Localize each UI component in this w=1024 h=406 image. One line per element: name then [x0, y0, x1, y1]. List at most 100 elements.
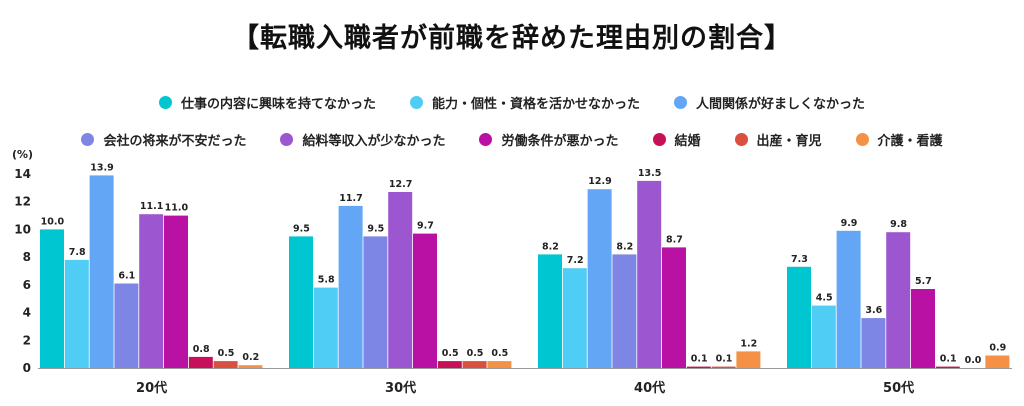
bar	[985, 355, 1010, 368]
bar-value-label: 0.1	[691, 354, 708, 365]
legend-label: 能力・個性・資格を活かせなかった	[431, 97, 640, 112]
bar-value-label: 7.2	[567, 255, 584, 266]
bar	[238, 365, 263, 368]
y-tick-label: 2	[23, 333, 31, 347]
bar-value-label: 0.1	[940, 354, 957, 365]
bar	[164, 215, 188, 368]
bar	[462, 361, 487, 368]
bar	[787, 266, 811, 368]
bar-value-label: 9.9	[841, 218, 858, 229]
bar	[213, 361, 238, 368]
legend-swatch	[652, 133, 666, 146]
bar-value-label: 9.8	[890, 219, 907, 230]
bar	[40, 229, 64, 368]
legend-item: 能力・個性・資格を活かせなかった	[409, 93, 640, 112]
bar-value-label: 10.0	[41, 216, 65, 227]
bar-value-label: 5.8	[318, 275, 335, 286]
bar-value-label: 3.6	[865, 305, 882, 316]
y-tick-label: 10	[14, 222, 31, 236]
bar	[338, 205, 363, 368]
legend-swatch	[158, 96, 172, 109]
bar-value-label: 12.9	[588, 176, 611, 187]
bar	[538, 254, 562, 368]
bar	[562, 268, 587, 368]
x-category-label: 40代	[634, 380, 665, 396]
legend-label: 会社の将来が不安だった	[103, 134, 247, 149]
legend-swatch	[674, 96, 687, 109]
bar-value-label: 0.9	[989, 343, 1006, 354]
bar-value-label: 0.5	[491, 348, 508, 359]
legend-item: 結婚	[652, 130, 701, 149]
x-category-label: 20代	[136, 380, 167, 396]
legend-row-2: 会社の将来が不安だった 給料等収入が少なかった 労働条件が悪かった 結婚 出産・育児 介護…	[0, 130, 1024, 149]
legend-item: 給料等収入が少なかった	[280, 130, 445, 149]
bar	[289, 236, 313, 368]
legend-label: 結婚	[674, 134, 701, 149]
legend-label: 人間関係が好ましくなかった	[696, 97, 866, 112]
y-tick-label: 6	[23, 278, 31, 292]
legend-swatch	[479, 133, 493, 146]
legend-swatch	[81, 133, 95, 146]
bar-value-label: 7.3	[791, 254, 808, 265]
bar-value-label: 7.8	[69, 247, 86, 258]
legend-row-1: 仕事の内容に興味を持てなかった 能力・個性・資格を活かせなかった 人間関係が好ましく…	[0, 93, 1024, 112]
bar-value-label: 9.5	[367, 223, 384, 234]
x-category-label: 30代	[385, 380, 416, 396]
legend-label: 介護・看護	[877, 134, 943, 149]
legend-swatch	[855, 133, 869, 146]
bar	[836, 230, 861, 368]
bar	[686, 366, 711, 368]
y-tick-label: 8	[23, 250, 31, 264]
bar	[711, 366, 736, 368]
bar-value-label: 12.7	[389, 179, 412, 190]
legend-item: 介護・看護	[855, 130, 943, 149]
legend-label: 出産・育児	[756, 134, 822, 149]
bar	[437, 361, 462, 368]
legend-item: 人間関係が好ましくなかった	[674, 93, 865, 112]
bar	[886, 232, 911, 368]
legend-item: 会社の将来が不安だった	[81, 130, 246, 149]
legend-label: 労働条件が悪かった	[501, 134, 619, 149]
legend-label: 給料等収入が少なかった	[302, 134, 446, 149]
bar	[114, 283, 139, 368]
bar-value-label: 8.7	[666, 234, 683, 245]
bar	[637, 180, 662, 368]
bar	[587, 189, 612, 368]
bar	[861, 318, 886, 368]
x-category-label: 50代	[883, 380, 914, 396]
bar-value-label: 0.5	[442, 348, 459, 359]
bar-value-label: 0.1	[716, 354, 733, 365]
bar-value-label: 11.1	[140, 201, 163, 212]
bar-value-label: 4.5	[816, 293, 833, 304]
bar-value-label: 0.5	[467, 348, 484, 359]
bar-value-label: 6.1	[118, 271, 135, 282]
bar-value-label: 13.9	[90, 162, 113, 173]
legend-item: 仕事の内容に興味を持てなかった	[158, 93, 376, 112]
bar-value-label: 11.0	[165, 203, 189, 214]
bar-value-label: 0.5	[218, 348, 235, 359]
bar	[911, 289, 935, 368]
bar-value-label: 8.2	[542, 241, 559, 252]
y-tick-label: 12	[14, 195, 31, 209]
bar-value-label: 13.5	[638, 168, 661, 179]
bar	[935, 366, 960, 368]
bar-value-label: 0.8	[193, 344, 210, 355]
bar	[811, 305, 836, 368]
bar	[139, 214, 164, 368]
bar-value-label: 0.2	[242, 352, 259, 363]
bar-value-label: 9.5	[293, 223, 310, 234]
bar	[388, 192, 413, 368]
bar	[64, 259, 89, 368]
bar	[612, 254, 637, 368]
legend-item: 労働条件が悪かった	[479, 130, 619, 149]
bar-value-label: 8.2	[616, 241, 633, 252]
bar-value-label: 0.0	[965, 355, 982, 366]
bar	[736, 351, 761, 368]
y-tick-label: 0	[23, 361, 31, 375]
bar-value-label: 9.7	[417, 221, 434, 232]
legend-swatch	[280, 133, 294, 146]
legend-swatch	[734, 133, 748, 146]
bar-value-label: 11.7	[339, 193, 362, 204]
y-tick-label: 14	[14, 167, 31, 181]
